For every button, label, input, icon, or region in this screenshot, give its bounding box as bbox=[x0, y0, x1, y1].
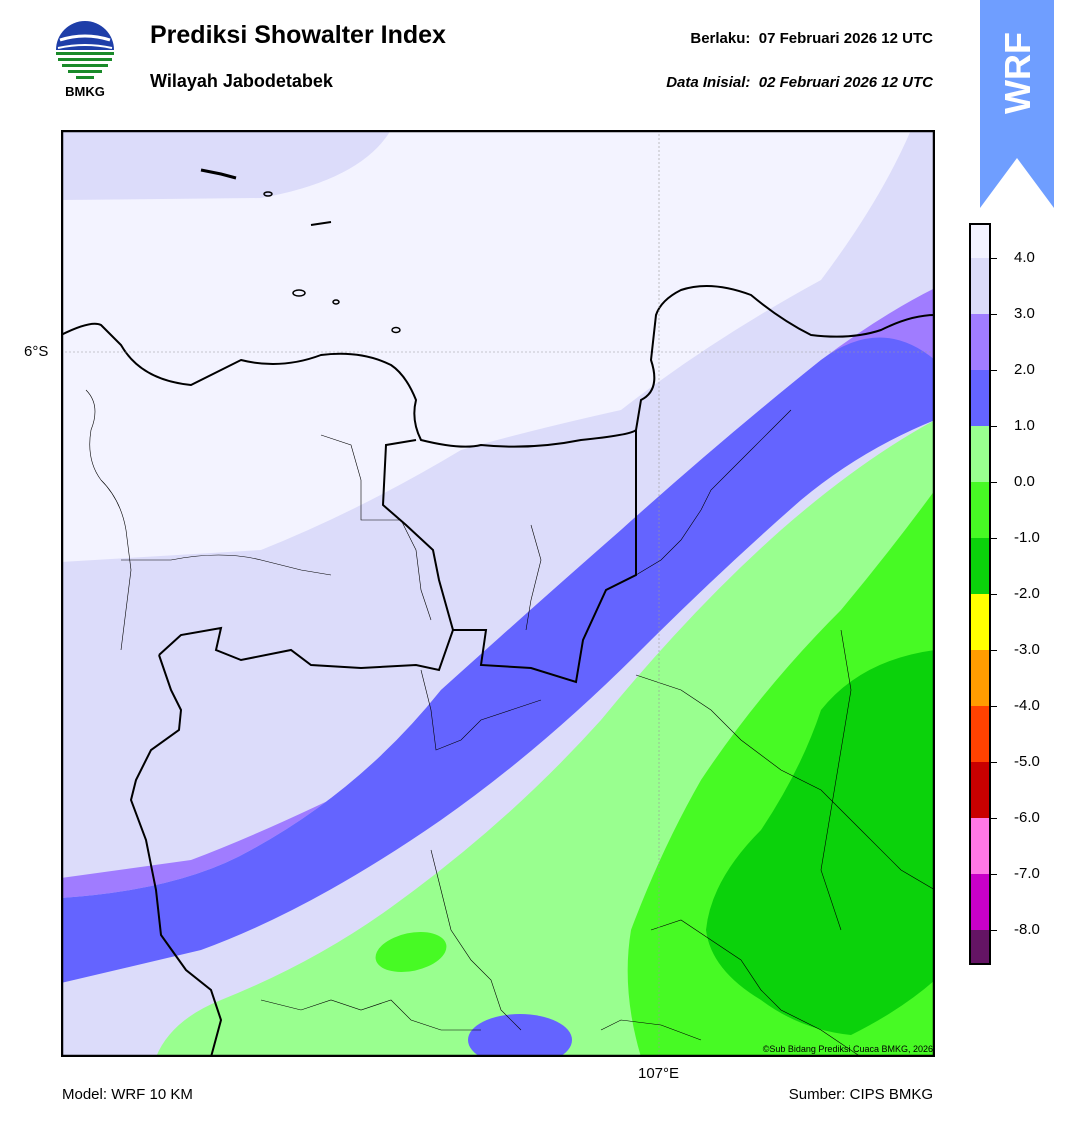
field-3to4-nw bbox=[61, 130, 391, 200]
colorbar-segment bbox=[970, 594, 990, 650]
colorbar-tick bbox=[991, 762, 997, 763]
field-1to2-south bbox=[468, 1014, 572, 1057]
valid-label: Berlaku: bbox=[690, 30, 751, 47]
colorbar-tick-label: 2.0 bbox=[1014, 361, 1035, 378]
island bbox=[332, 299, 340, 305]
colorbar-segment bbox=[970, 370, 990, 426]
colorbar-tick-label: 0.0 bbox=[1014, 473, 1035, 490]
colorbar-tick bbox=[991, 930, 997, 931]
colorbar-tick-label: -6.0 bbox=[1014, 809, 1040, 826]
colorbar-segment bbox=[970, 314, 990, 370]
colorbar-tick-label: -2.0 bbox=[1014, 585, 1040, 602]
colorbar-segment bbox=[970, 930, 990, 965]
banten-border bbox=[129, 654, 223, 1057]
island bbox=[391, 326, 401, 334]
wrf-badge-text: WRF bbox=[997, 32, 1038, 114]
colorbar-tick-label: -7.0 bbox=[1014, 865, 1040, 882]
colorbar-segment bbox=[970, 818, 990, 874]
colorbar-tick bbox=[991, 258, 997, 259]
colorbar-segment bbox=[970, 482, 990, 538]
model-label: Model: WRF 10 KM bbox=[62, 1086, 193, 1103]
colorbar-tick-label: -1.0 bbox=[1014, 529, 1040, 546]
map-border bbox=[61, 130, 935, 1057]
colorbar-tick-label: -3.0 bbox=[1014, 641, 1040, 658]
init-label: Data Inisial: bbox=[666, 74, 751, 91]
colorbar-tick bbox=[991, 314, 997, 315]
colorbar-tick bbox=[991, 370, 997, 371]
map-subtitle: Wilayah Jabodetabek bbox=[150, 71, 333, 91]
init-time: Data Inisial: 02 Februari 2026 12 UTC bbox=[666, 74, 933, 91]
source-label: Sumber: CIPS BMKG bbox=[788, 1086, 933, 1103]
bmkg-logo: BMKG bbox=[50, 18, 120, 102]
wrf-badge: WRF bbox=[980, 0, 1054, 208]
bmkg-emblem-icon bbox=[56, 21, 114, 79]
field-minus1to0-patch bbox=[375, 931, 447, 973]
colorbar-segment bbox=[970, 874, 990, 930]
colorbar-tick bbox=[991, 818, 997, 819]
init-value: 02 Februari 2026 12 UTC bbox=[758, 74, 933, 91]
colorbar-tick-label: 1.0 bbox=[1014, 417, 1035, 434]
province-border bbox=[158, 626, 454, 672]
island bbox=[310, 221, 332, 226]
colorbar-tick bbox=[991, 426, 997, 427]
colorbar-tick-label: -5.0 bbox=[1014, 753, 1040, 770]
colorbar-segment bbox=[970, 426, 990, 482]
colorbar-tick bbox=[991, 706, 997, 707]
island bbox=[292, 289, 306, 297]
colorbar-segment bbox=[970, 258, 990, 314]
copyright-text: ©Sub Bidang Prediksi Cuaca BMKG, 2026 bbox=[762, 1044, 933, 1054]
colorbar-segment bbox=[970, 225, 990, 258]
colorbar bbox=[969, 223, 991, 965]
coastline bbox=[61, 285, 935, 448]
colorbar-tick-label: -4.0 bbox=[1014, 697, 1040, 714]
colorbar-segment bbox=[970, 538, 990, 594]
field-above-4 bbox=[61, 130, 911, 562]
lon-label: 107°E bbox=[638, 1065, 680, 1082]
colorbar-segment bbox=[970, 762, 990, 818]
colorbar-frame bbox=[969, 223, 991, 965]
jakarta-border bbox=[381, 430, 637, 684]
valid-value: 07 Februari 2026 12 UTC bbox=[758, 30, 933, 47]
field-1to2 bbox=[61, 337, 935, 983]
island bbox=[200, 168, 237, 180]
colorbar-segment bbox=[970, 706, 990, 762]
valid-time: Berlaku: 07 Februari 2026 12 UTC bbox=[690, 30, 933, 47]
regency-borders bbox=[85, 389, 935, 1057]
colorbar-tick-label: 3.0 bbox=[1014, 305, 1035, 322]
colorbar-tick bbox=[991, 538, 997, 539]
colorbar-tick bbox=[991, 594, 997, 595]
colorbar-tick-label: 4.0 bbox=[1014, 249, 1035, 266]
wrf-badge-shape bbox=[980, 0, 1054, 208]
map-title: Prediksi Showalter Index bbox=[150, 21, 446, 49]
map-panel bbox=[61, 130, 935, 1057]
colorbar-tick bbox=[991, 874, 997, 875]
lat-label: 6°S bbox=[24, 343, 49, 360]
colorbar-tick-label: -8.0 bbox=[1014, 921, 1040, 938]
colorbar-segment bbox=[970, 650, 990, 706]
colorbar-tick bbox=[991, 482, 997, 483]
logo-text: BMKG bbox=[65, 84, 105, 99]
island bbox=[263, 191, 273, 197]
field-minus2tominus1 bbox=[706, 650, 935, 1035]
colorbar-tick bbox=[991, 650, 997, 651]
